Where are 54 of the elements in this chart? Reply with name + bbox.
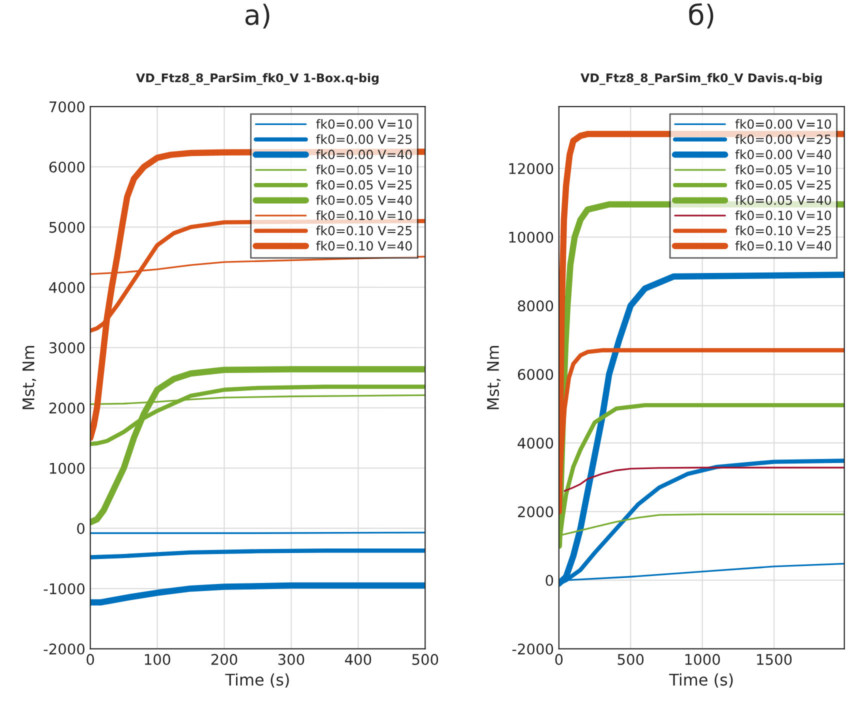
y-tick-label: 4000	[49, 282, 84, 294]
y-tick-label: 5000	[49, 222, 84, 233]
y-tick-label: 2000	[518, 506, 554, 518]
y-tick-label: 12000	[509, 163, 554, 174]
legend-label: fk0=0.10 V=10	[316, 210, 412, 220]
legend-label: fk0=0.05 V=25	[316, 180, 412, 190]
legend-label: fk0=0.05 V=10	[316, 164, 412, 174]
y-axis-title: Mst, Nm	[487, 346, 501, 410]
x-tick-label: 1500	[757, 654, 792, 665]
legend-label: fk0=0.00 V=10	[316, 119, 412, 129]
y-tick-label: 4000	[518, 438, 554, 449]
legend-label: fk0=0.10 V=40	[316, 240, 412, 251]
y-tick-label: 7000	[50, 101, 84, 112]
legend-label: fk0=0.00 V=40	[316, 150, 412, 160]
x-tick-label: 0	[86, 654, 94, 665]
chart-title: а)	[245, 4, 270, 28]
y-tick-label: 0	[546, 574, 554, 586]
y-tick-label: 8000	[518, 300, 554, 312]
x-tick-label: 100	[144, 654, 170, 665]
x-tick-label: 500	[412, 654, 438, 665]
y-tick-label: 2000	[49, 402, 84, 414]
legend-label: fk0=0.10 V=10	[735, 210, 831, 220]
chart-subtitle: VD_Ftz8_8_ParSim_fk0_V Davis.q-big	[580, 73, 822, 85]
legend-label: fk0=0.00 V=40	[735, 150, 831, 160]
x-tick-label: 200	[211, 654, 238, 665]
x-tick-label: 500	[618, 654, 644, 665]
y-tick-label: 0	[77, 523, 84, 534]
x-tick-label: 400	[344, 654, 372, 665]
x-tick-label: 0	[555, 654, 563, 665]
x-axis-title: Time (s)	[225, 673, 289, 688]
x-axis-title: Time (s)	[669, 673, 733, 688]
legend-label: fk0=0.10 V=25	[316, 226, 412, 236]
chart-subtitle: VD_Ftz8_8_ParSim_fk0_V 1-Box.q-big	[136, 73, 378, 85]
y-tick-label: -2000	[512, 644, 554, 655]
x-tick-label: 1000	[685, 654, 720, 665]
y-tick-label: -1000	[44, 583, 84, 594]
y-tick-label: 3000	[49, 342, 84, 354]
y-tick-label: 1000	[50, 462, 84, 474]
legend-label: fk0=0.05 V=10	[735, 164, 831, 174]
y-axis-title: Mst, Nm	[22, 346, 36, 410]
legend-label: fk0=0.10 V=25	[735, 226, 831, 236]
legend-label: fk0=0.05 V=25	[735, 180, 831, 190]
y-tick-label: 6000	[518, 368, 554, 380]
legend-label: fk0=0.00 V=10	[735, 119, 831, 129]
y-tick-label: 10000	[509, 232, 554, 243]
legend-label: fk0=0.05 V=40	[316, 195, 412, 205]
legend-label: fk0=0.00 V=25	[735, 134, 831, 144]
legend-label: fk0=0.10 V=40	[735, 240, 831, 251]
legend-label: fk0=0.00 V=25	[316, 134, 412, 144]
chart-title: б)	[689, 3, 714, 28]
legend-label: fk0=0.05 V=40	[735, 195, 831, 205]
y-tick-label: -2000	[44, 644, 84, 655]
x-tick-label: 300	[278, 654, 304, 665]
y-tick-label: 6000	[49, 162, 84, 173]
